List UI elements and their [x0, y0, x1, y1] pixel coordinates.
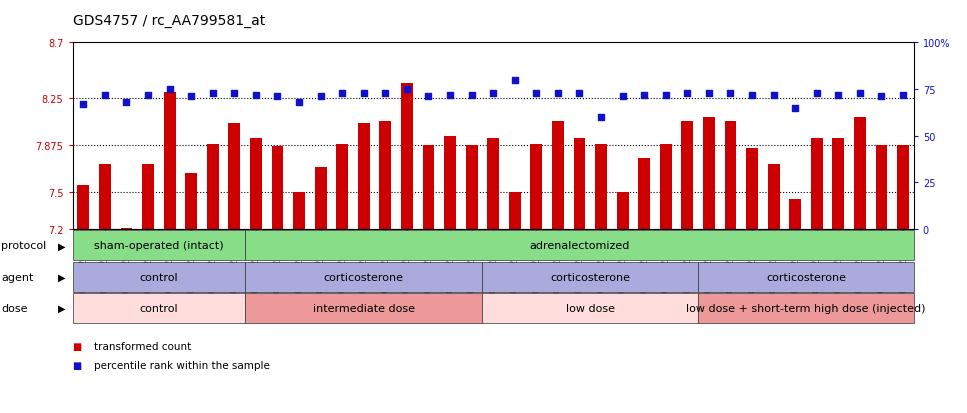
Point [421, 94, 436, 101]
Point [636, 92, 652, 99]
Point [291, 100, 307, 106]
Point [249, 92, 264, 99]
Bar [573, 139, 585, 229]
Point [313, 94, 329, 101]
Bar [466, 146, 478, 229]
Bar [337, 145, 348, 229]
Bar [487, 139, 499, 229]
Bar [768, 165, 779, 229]
Text: ■: ■ [73, 341, 82, 351]
Bar [530, 145, 542, 229]
Point [140, 92, 156, 99]
Text: control: control [139, 272, 178, 282]
Bar [163, 93, 176, 229]
Point [831, 92, 846, 99]
Text: GDS4757 / rc_AA799581_at: GDS4757 / rc_AA799581_at [73, 14, 265, 28]
Text: corticosterone: corticosterone [550, 272, 630, 282]
Bar [186, 173, 197, 229]
Point [809, 90, 825, 97]
Bar [272, 146, 283, 229]
Bar [854, 118, 865, 229]
Bar [617, 192, 629, 229]
Bar [789, 199, 801, 229]
Point [119, 100, 134, 106]
Point [226, 90, 242, 97]
Point [745, 92, 760, 99]
Bar [358, 124, 369, 229]
Bar [833, 139, 844, 229]
Bar [423, 146, 434, 229]
Point [335, 90, 350, 97]
Bar [638, 159, 650, 229]
Point [571, 90, 587, 97]
Bar [293, 192, 305, 229]
Point [356, 90, 371, 97]
Bar [875, 146, 888, 229]
Point [550, 90, 566, 97]
Text: corticosterone: corticosterone [324, 272, 404, 282]
Bar [659, 145, 672, 229]
Bar [810, 139, 823, 229]
Text: agent: agent [1, 272, 33, 282]
Text: protocol: protocol [1, 241, 46, 251]
Text: low dose: low dose [566, 304, 615, 313]
Point [658, 92, 673, 99]
Point [184, 94, 199, 101]
Bar [682, 121, 693, 229]
Text: adrenalectomized: adrenalectomized [529, 241, 630, 251]
Text: transformed count: transformed count [94, 341, 191, 351]
Bar [249, 139, 262, 229]
Bar [77, 186, 89, 229]
Text: control: control [139, 304, 178, 313]
Point [722, 90, 738, 97]
Text: low dose + short-term high dose (injected): low dose + short-term high dose (injecte… [687, 304, 925, 313]
Bar [747, 149, 758, 229]
Text: intermediate dose: intermediate dose [312, 304, 415, 313]
Bar [207, 145, 219, 229]
Bar [121, 228, 132, 229]
Point [442, 92, 457, 99]
Point [615, 94, 630, 101]
Bar [99, 165, 111, 229]
Point [787, 105, 803, 112]
Text: dose: dose [1, 304, 27, 313]
Text: sham-operated (intact): sham-operated (intact) [94, 241, 223, 251]
Text: ▶: ▶ [58, 241, 66, 251]
Point [377, 90, 393, 97]
Bar [228, 124, 240, 229]
Bar [724, 121, 737, 229]
Point [766, 92, 781, 99]
Point [161, 87, 177, 93]
Text: corticosterone: corticosterone [766, 272, 846, 282]
Bar [314, 167, 327, 229]
Bar [552, 121, 564, 229]
Point [485, 90, 501, 97]
Point [75, 102, 91, 108]
Bar [444, 136, 456, 229]
Bar [379, 121, 392, 229]
Point [852, 90, 867, 97]
Point [399, 87, 415, 93]
Point [680, 90, 695, 97]
Point [464, 92, 480, 99]
Text: ▶: ▶ [58, 304, 66, 313]
Point [97, 92, 112, 99]
Point [205, 90, 220, 97]
Text: ▶: ▶ [58, 272, 66, 282]
Text: percentile rank within the sample: percentile rank within the sample [94, 360, 270, 370]
Bar [897, 146, 909, 229]
Bar [142, 165, 154, 229]
Point [507, 77, 522, 84]
Text: ■: ■ [73, 360, 82, 370]
Point [270, 94, 285, 101]
Bar [401, 84, 413, 229]
Point [701, 90, 717, 97]
Bar [703, 118, 715, 229]
Bar [509, 192, 520, 229]
Point [529, 90, 544, 97]
Point [874, 94, 890, 101]
Point [895, 92, 911, 99]
Point [594, 114, 609, 121]
Bar [595, 145, 607, 229]
